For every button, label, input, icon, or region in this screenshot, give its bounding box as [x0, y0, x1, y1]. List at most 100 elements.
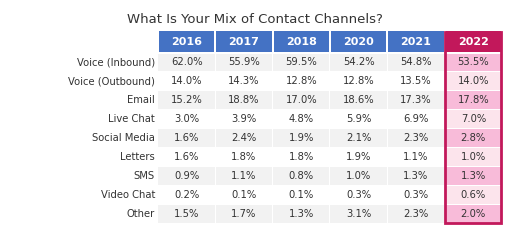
Bar: [158, 54, 214, 71]
Bar: [273, 148, 329, 166]
Bar: [273, 72, 329, 90]
Bar: [387, 91, 443, 109]
Bar: [215, 72, 272, 90]
Bar: [330, 129, 386, 147]
Text: 2.3%: 2.3%: [403, 209, 428, 219]
Text: 2.3%: 2.3%: [403, 133, 428, 143]
Text: 18.8%: 18.8%: [228, 95, 259, 105]
Bar: [444, 129, 500, 147]
Bar: [444, 205, 500, 222]
Bar: [215, 205, 272, 222]
Text: 1.3%: 1.3%: [460, 171, 485, 181]
Text: 1.5%: 1.5%: [174, 209, 199, 219]
Bar: [444, 54, 500, 71]
Text: Voice (Outbound): Voice (Outbound): [68, 76, 155, 86]
Bar: [387, 72, 443, 90]
Bar: [444, 91, 500, 109]
Bar: [387, 167, 443, 185]
Text: 14.0%: 14.0%: [457, 76, 488, 86]
Text: 62.0%: 62.0%: [171, 58, 202, 67]
Bar: [444, 167, 500, 185]
Bar: [215, 186, 272, 204]
Text: 54.2%: 54.2%: [342, 58, 374, 67]
Text: 1.0%: 1.0%: [460, 152, 485, 162]
Bar: [330, 91, 386, 109]
Text: 14.0%: 14.0%: [171, 76, 202, 86]
Text: 0.3%: 0.3%: [403, 190, 428, 200]
Bar: [215, 54, 272, 71]
Bar: [273, 54, 329, 71]
Bar: [444, 110, 500, 128]
Bar: [444, 186, 500, 204]
Text: 1.6%: 1.6%: [174, 133, 199, 143]
Text: 0.3%: 0.3%: [346, 190, 371, 200]
Text: SMS: SMS: [133, 171, 155, 181]
Bar: [159, 31, 214, 52]
Text: 1.0%: 1.0%: [346, 171, 371, 181]
Text: 0.6%: 0.6%: [460, 190, 485, 200]
Text: 1.9%: 1.9%: [345, 152, 371, 162]
Bar: [330, 72, 386, 90]
Text: 55.9%: 55.9%: [228, 58, 260, 67]
Text: 17.3%: 17.3%: [400, 95, 431, 105]
Bar: [273, 110, 329, 128]
Text: 2022: 2022: [457, 37, 488, 47]
Text: 1.6%: 1.6%: [174, 152, 199, 162]
Text: 2.0%: 2.0%: [460, 209, 485, 219]
Bar: [387, 186, 443, 204]
Text: 2016: 2016: [171, 37, 202, 47]
Text: 2018: 2018: [286, 37, 316, 47]
Text: 13.5%: 13.5%: [400, 76, 431, 86]
Text: 2020: 2020: [343, 37, 373, 47]
Text: 1.3%: 1.3%: [403, 171, 428, 181]
Bar: [330, 148, 386, 166]
Bar: [330, 167, 386, 185]
Text: 12.8%: 12.8%: [342, 76, 374, 86]
Bar: [330, 54, 386, 71]
Text: 2.8%: 2.8%: [460, 133, 485, 143]
Bar: [330, 110, 386, 128]
Text: 5.9%: 5.9%: [345, 114, 371, 124]
Text: 0.1%: 0.1%: [231, 190, 256, 200]
Bar: [273, 167, 329, 185]
Text: 17.0%: 17.0%: [285, 95, 317, 105]
Bar: [273, 186, 329, 204]
Text: 0.2%: 0.2%: [174, 190, 199, 200]
Text: Email: Email: [127, 95, 155, 105]
Bar: [158, 91, 214, 109]
Text: 18.6%: 18.6%: [342, 95, 374, 105]
Text: 14.3%: 14.3%: [228, 76, 259, 86]
Bar: [387, 205, 443, 222]
Bar: [273, 91, 329, 109]
Text: 17.8%: 17.8%: [457, 95, 488, 105]
Text: Letters: Letters: [120, 152, 155, 162]
Text: 59.5%: 59.5%: [285, 58, 317, 67]
Text: 1.1%: 1.1%: [403, 152, 428, 162]
Bar: [444, 148, 500, 166]
Bar: [330, 205, 386, 222]
Bar: [215, 148, 272, 166]
Text: 3.1%: 3.1%: [346, 209, 371, 219]
Text: 2017: 2017: [228, 37, 259, 47]
Text: 7.0%: 7.0%: [460, 114, 485, 124]
Text: Live Chat: Live Chat: [108, 114, 155, 124]
Text: Voice (Inbound): Voice (Inbound): [77, 58, 155, 67]
Bar: [444, 72, 500, 90]
Bar: [273, 205, 329, 222]
Bar: [158, 110, 214, 128]
Text: Other: Other: [127, 209, 155, 219]
Text: Video Chat: Video Chat: [100, 190, 155, 200]
Bar: [215, 110, 272, 128]
Bar: [273, 129, 329, 147]
Text: 1.9%: 1.9%: [288, 133, 314, 143]
Bar: [330, 31, 386, 52]
Text: 1.7%: 1.7%: [231, 209, 256, 219]
Bar: [387, 54, 443, 71]
Text: 6.9%: 6.9%: [403, 114, 428, 124]
Bar: [444, 32, 500, 223]
Bar: [273, 31, 328, 52]
Bar: [216, 31, 271, 52]
Text: Social Media: Social Media: [92, 133, 155, 143]
Text: 2021: 2021: [400, 37, 431, 47]
Text: 0.9%: 0.9%: [174, 171, 199, 181]
